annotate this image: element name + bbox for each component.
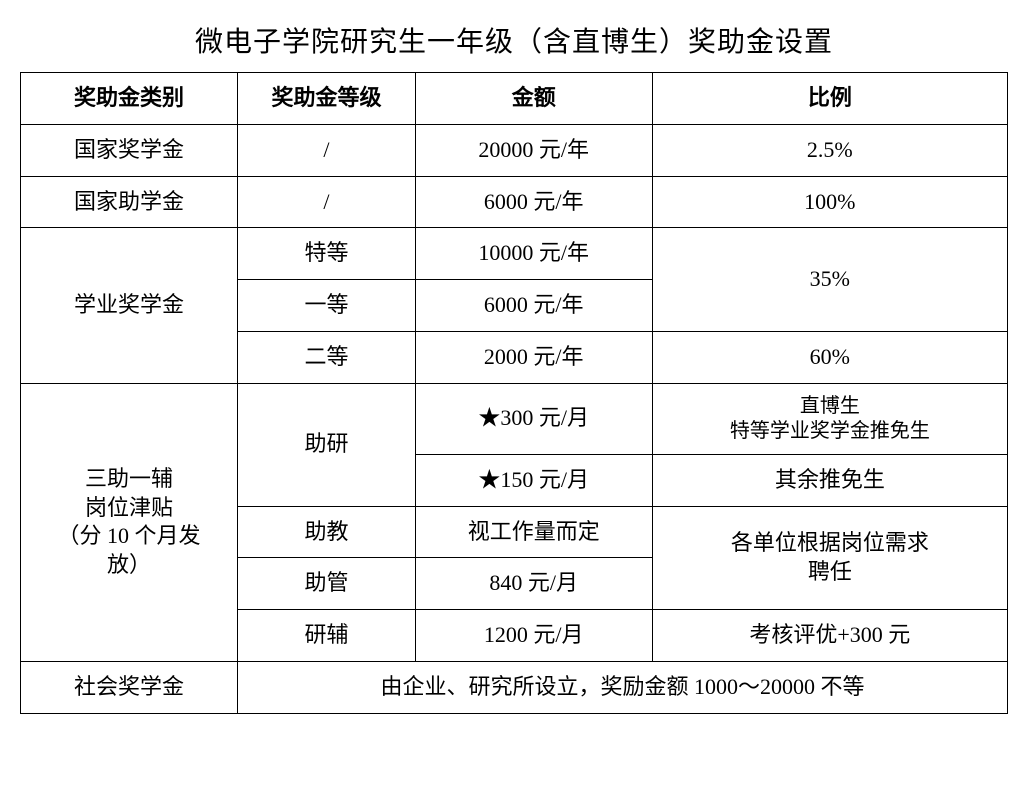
cell-category: 国家奖学金 [21,124,238,176]
cell-category: 国家助学金 [21,176,238,228]
cell-text: ★150 元/月 [478,467,589,492]
cell-category: 三助一辅 岗位津贴 （分 10 个月发 放） [21,383,238,661]
cell-text-line: 各单位根据岗位需求 [731,530,929,555]
cell-text-line: 岗位津贴 [85,495,173,520]
table-row: 三助一辅 岗位津贴 （分 10 个月发 放） 助研 ★300 元/月 直博生 特… [21,383,1008,454]
cell-level: 助教 [238,506,416,558]
cell-amount: 视工作量而定 [415,506,652,558]
cell-ratio: 考核评优+300 元 [652,610,1007,662]
cell-ratio: 100% [652,176,1007,228]
cell-category: 社会奖学金 [21,661,238,713]
scholarship-table: 奖助金类别 奖助金等级 金额 比例 国家奖学金 / 20000 元/年 2.5%… [20,72,1008,714]
th-category: 奖助金类别 [21,73,238,125]
cell-text-line: 特等学业奖学金推免生 [730,420,930,442]
th-level: 奖助金等级 [238,73,416,125]
cell-amount: 6000 元/年 [415,280,652,332]
cell-text-line: 直博生 [800,395,860,417]
cell-amount: 2000 元/年 [415,331,652,383]
cell-level: 特等 [238,228,416,280]
cell-ratio: 2.5% [652,124,1007,176]
cell-amount: 6000 元/年 [415,176,652,228]
cell-level: 助管 [238,558,416,610]
cell-level: 一等 [238,280,416,332]
cell-ratio: 各单位根据岗位需求 聘任 [652,506,1007,610]
cell-amount: 1200 元/月 [415,610,652,662]
table-header-row: 奖助金类别 奖助金等级 金额 比例 [21,73,1008,125]
page-title: 微电子学院研究生一年级（含直博生）奖助金设置 [20,20,1008,60]
cell-amount: 840 元/月 [415,558,652,610]
cell-text-line: 聘任 [808,559,852,584]
cell-level: 助研 [238,383,416,506]
cell-ratio: 其余推免生 [652,454,1007,506]
cell-level: / [238,124,416,176]
table-row: 社会奖学金 由企业、研究所设立，奖励金额 1000～20000 不等 [21,661,1008,713]
cell-ratio: 直博生 特等学业奖学金推免生 [652,383,1007,454]
cell-text-line: 三助一辅 [85,466,173,491]
cell-level: 研辅 [238,610,416,662]
cell-amount: 20000 元/年 [415,124,652,176]
cell-amount: ★300 元/月 [415,383,652,454]
cell-text: ★300 元/月 [478,405,589,430]
cell-category: 学业奖学金 [21,228,238,383]
cell-amount: 10000 元/年 [415,228,652,280]
cell-level: / [238,176,416,228]
table-row: 国家助学金 / 6000 元/年 100% [21,176,1008,228]
cell-merged: 由企业、研究所设立，奖励金额 1000～20000 不等 [238,661,1008,713]
table-row: 国家奖学金 / 20000 元/年 2.5% [21,124,1008,176]
table-row: 学业奖学金 特等 10000 元/年 35% [21,228,1008,280]
cell-text-line: （分 10 个月发 [58,523,201,548]
th-amount: 金额 [415,73,652,125]
cell-text-line: 放） [107,552,151,577]
cell-ratio: 60% [652,331,1007,383]
cell-ratio: 35% [652,228,1007,332]
th-ratio: 比例 [652,73,1007,125]
cell-level: 二等 [238,331,416,383]
cell-amount: ★150 元/月 [415,454,652,506]
